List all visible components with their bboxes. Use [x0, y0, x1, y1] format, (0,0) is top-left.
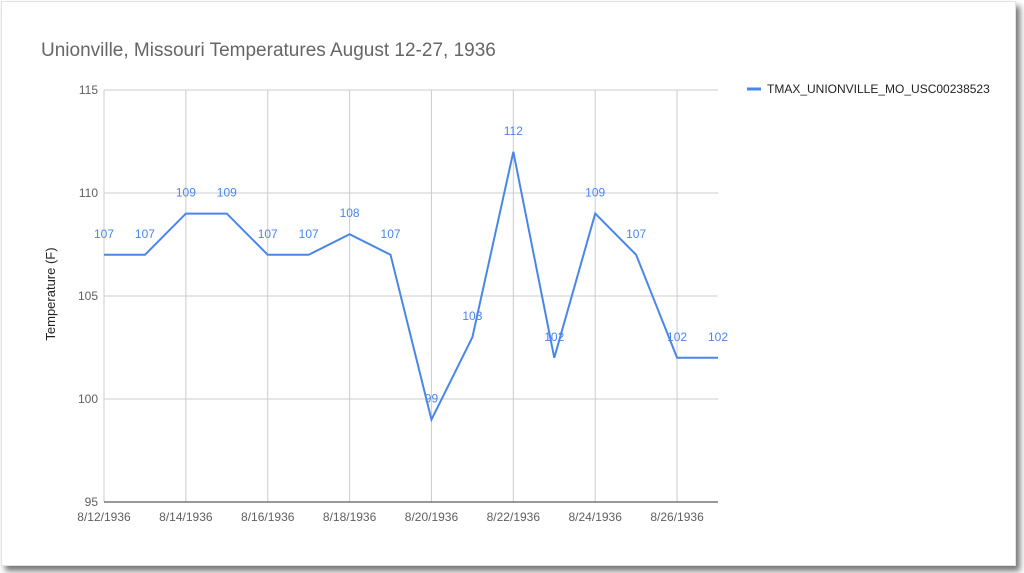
axes: 95 100 105 110 115 8/12/1936 8/14/1936 8/16/193…	[43, 83, 718, 524]
x-tick-label: 8/20/1936	[405, 510, 459, 524]
grid-lines	[103, 89, 718, 502]
x-tick-label: 8/22/1936	[487, 510, 541, 524]
y-axis-title: Temperature (F)	[43, 247, 58, 340]
y-tick-label: 115	[79, 83, 98, 97]
y-tick-label: 100	[78, 392, 98, 406]
data-labels: 107 107 109 109 107 107 108 107 99 103 112 102 109 10…	[94, 124, 728, 406]
data-label: 103	[462, 309, 482, 323]
x-tick-label: 8/16/1936	[241, 510, 295, 524]
data-label: 107	[299, 227, 319, 241]
y-tick-label: 95	[85, 495, 99, 509]
x-tick-label: 8/18/1936	[323, 510, 377, 524]
chart-frame	[1, 1, 1016, 566]
data-label: 108	[340, 206, 360, 220]
chart-title: Unionville, Missouri Temperatures August…	[41, 40, 496, 61]
x-tick-label: 8/24/1936	[569, 510, 623, 524]
data-label: 107	[381, 227, 401, 241]
data-label: 99	[425, 392, 439, 406]
data-label: 102	[667, 330, 687, 344]
data-label: 107	[626, 227, 646, 241]
data-label: 107	[135, 227, 155, 241]
x-tick-label: 8/12/1936	[77, 510, 131, 524]
data-label: 109	[176, 186, 196, 200]
data-label: 109	[217, 186, 237, 200]
data-label: 109	[585, 186, 605, 200]
x-tick-label: 8/14/1936	[159, 510, 213, 524]
series-line	[104, 151, 718, 423]
legend-label: TMAX_UNIONVILLE_MO_USC00238523	[767, 82, 990, 96]
legend: TMAX_UNIONVILLE_MO_USC00238523	[747, 82, 990, 96]
y-tick-label: 105	[78, 289, 98, 303]
y-tick-label: 110	[79, 186, 98, 200]
data-label: 112	[504, 124, 523, 138]
data-label: 107	[258, 227, 278, 241]
series-lines	[104, 151, 718, 423]
data-label: 107	[94, 227, 114, 241]
data-label: 102	[708, 330, 728, 344]
x-tick-label: 8/26/1936	[650, 510, 704, 524]
data-label: 102	[544, 330, 564, 344]
